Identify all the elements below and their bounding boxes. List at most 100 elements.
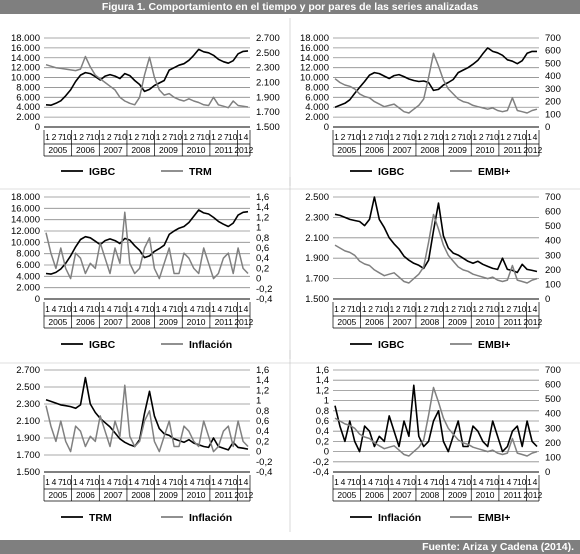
chart-panel-bottom-left: 1.500 1.700 1.900 2.100 2.300 2.500 2.700 -0,4-… (16, 350, 291, 532)
month-tick-label: 7 (113, 477, 118, 487)
year-label: 2008 (131, 145, 150, 155)
month-tick-label: 7 (113, 304, 118, 314)
left-axis-tick-label: 12.000 (300, 63, 329, 74)
left-axis-tick-label: 4.000 (16, 102, 40, 113)
month-tick-label: 10 (489, 132, 499, 142)
left-axis-tick-label: 0 (35, 122, 40, 133)
left-axis-tick-label: 10.000 (11, 237, 40, 248)
source-note: Fuente: Ariza y Cadena (2014). (0, 540, 580, 554)
month-tick-label: 2 (190, 132, 195, 142)
month-tick-label: 2 (396, 132, 401, 142)
month-tick-label: 7 (402, 132, 407, 142)
left-axis-tick-label: 2.100 (305, 233, 329, 244)
month-tick-label: 1 (238, 132, 243, 142)
month-tick-label: 1 (527, 132, 532, 142)
month-tick-label: 1 (73, 304, 78, 314)
year-label: 2012 (523, 317, 542, 327)
month-tick-label: 1 (500, 132, 505, 142)
year-label: 2006 (76, 317, 95, 327)
year-label: 2012 (234, 490, 253, 500)
month-tick-label: 4 (52, 304, 57, 314)
month-tick-label: 10 (90, 304, 100, 314)
month-tick-label: 10 (351, 304, 361, 314)
month-tick-label: 1 (417, 132, 422, 142)
month-tick-label: 7 (375, 132, 380, 142)
right-axis-tick-label: -0,4 (256, 294, 272, 305)
month-tick-label: 10 (145, 477, 155, 487)
left-axis-tick-label: 0,4 (316, 426, 329, 437)
month-tick-label: 1 (389, 304, 394, 314)
month-tick-label: 7 (347, 304, 352, 314)
left-axis-tick-label: 0 (324, 447, 329, 458)
year-label: 2007 (104, 490, 123, 500)
month-tick-label: 7 (402, 304, 407, 314)
month-tick-label: 1 (211, 477, 216, 487)
year-label: 2006 (365, 490, 384, 500)
left-axis-tick-label: 16.000 (300, 43, 329, 54)
right-axis-tick-label: 0 (256, 274, 261, 285)
right-axis-tick-label: 700 (545, 365, 561, 376)
right-axis-tick-label: 0,4 (256, 426, 269, 437)
right-axis-tick-label: 400 (545, 71, 561, 82)
month-tick-label: 7 (458, 477, 463, 487)
left-axis-tick-label: 1.700 (305, 274, 329, 285)
chart-panel-top-left: 02.0004.0006.0008.00010.00012.00014.0001… (11, 18, 291, 186)
right-axis-tick-label: 600 (545, 380, 561, 391)
year-label: 2005 (48, 317, 67, 327)
right-axis-tick-label: 700 (545, 33, 561, 44)
year-label: 2012 (523, 490, 542, 500)
month-tick-label: 2 (341, 132, 346, 142)
month-tick-label: 2 (135, 132, 140, 142)
year-label: 2011 (215, 317, 234, 327)
month-tick-label: 1 (417, 477, 422, 487)
month-tick-label: 2 (507, 132, 512, 142)
legend-label: IGBC (378, 166, 405, 178)
left-axis-tick-label: -0,2 (313, 457, 329, 468)
right-axis-tick-label: 300 (545, 84, 561, 95)
month-tick-label: 4 (396, 477, 401, 487)
month-tick-label: 4 (218, 477, 223, 487)
legend-label: Inflación (189, 339, 232, 351)
right-axis-tick-label: 0 (545, 467, 550, 478)
figure-charts: 02.0004.0006.0008.00010.00012.00014.0001… (0, 18, 580, 532)
month-tick-label: 2 (107, 132, 112, 142)
year-label: 2008 (131, 317, 150, 327)
legend-label: Inflación (189, 512, 232, 524)
year-label: 2012 (234, 317, 253, 327)
month-tick-label: 7 (196, 477, 201, 487)
month-tick-label: 7 (513, 132, 518, 142)
right-axis-tick-label: 300 (545, 250, 561, 261)
right-axis-tick-label: 700 (545, 192, 561, 203)
month-tick-label: 7 (347, 132, 352, 142)
left-axis-tick-label: 18.000 (11, 33, 40, 44)
month-tick-label: 4 (244, 304, 249, 314)
month-tick-label: 10 (489, 304, 499, 314)
month-tick-label: 10 (117, 304, 127, 314)
year-label: 2008 (420, 490, 439, 500)
month-tick-label: 10 (200, 477, 210, 487)
month-tick-label: 1 (100, 477, 105, 487)
left-axis-tick-label: 8.000 (305, 82, 329, 93)
month-tick-label: 7 (513, 477, 518, 487)
month-tick-label: 7 (86, 304, 91, 314)
right-axis-tick-label: 2.700 (256, 33, 280, 44)
month-tick-label: 1 (156, 304, 161, 314)
month-tick-label: 1 (334, 477, 339, 487)
month-tick-label: 2 (479, 304, 484, 314)
year-label: 2006 (76, 145, 95, 155)
month-tick-label: 7 (375, 477, 380, 487)
year-label: 2008 (131, 490, 150, 500)
month-tick-label: 7 (485, 477, 490, 487)
right-axis-tick-label: 0 (256, 447, 261, 458)
left-axis-tick-label: 1,6 (316, 365, 329, 376)
month-tick-label: 1 (472, 477, 477, 487)
year-label: 2009 (448, 490, 467, 500)
series-line-embi- (334, 386, 538, 457)
left-axis-tick-label: 0,2 (316, 436, 329, 447)
month-tick-label: 10 (406, 477, 416, 487)
month-tick-label: 1 (238, 477, 243, 487)
month-tick-label: 7 (58, 304, 63, 314)
month-tick-label: 1 (362, 477, 367, 487)
month-tick-label: 7 (485, 304, 490, 314)
series-line-igbc (45, 48, 249, 106)
